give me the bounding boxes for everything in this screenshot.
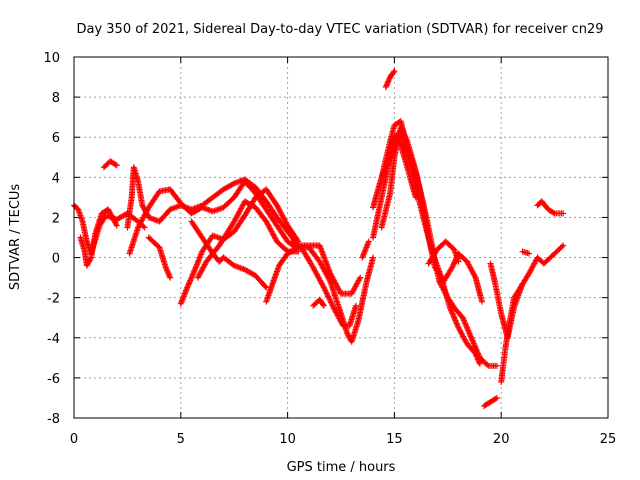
data-point (493, 394, 500, 401)
data-point (87, 255, 94, 262)
data-point (525, 250, 532, 257)
y-tick-label: 6 (52, 131, 60, 146)
data-point (476, 360, 483, 367)
x-tick-label: 25 (600, 432, 617, 447)
series-arc-12 (310, 296, 327, 309)
series-arc-13 (359, 238, 372, 261)
data-point (370, 254, 377, 261)
series-arc-04 (124, 164, 364, 297)
data-point (262, 283, 269, 290)
data-point (320, 301, 327, 308)
data-point (320, 302, 327, 309)
data-point (352, 302, 359, 309)
series-arc-17 (378, 134, 419, 201)
data-point (295, 238, 302, 245)
data-point (391, 68, 398, 75)
data-point (455, 258, 462, 265)
series-arc-22 (487, 260, 526, 341)
axis-ticks: 0 5 10 15 20 25 -8 -6 -4 -2 0 2 4 6 8 10 (43, 51, 616, 447)
y-tick-label: -4 (47, 332, 60, 347)
series-arc-20 (481, 394, 500, 409)
x-tick-label: 5 (177, 432, 185, 447)
series-arc-23 (519, 248, 532, 257)
data-point (294, 237, 301, 244)
y-tick-label: 8 (52, 91, 60, 106)
y-tick-label: 4 (52, 171, 60, 186)
data-point (412, 194, 419, 201)
data-point (493, 362, 500, 369)
y-tick-label: -2 (47, 292, 60, 307)
data-point (141, 224, 148, 231)
data-point (492, 395, 499, 402)
data-point (113, 222, 120, 229)
series-arc-21 (498, 242, 567, 385)
data-point (365, 238, 372, 245)
data-point (390, 69, 397, 76)
series-arc-11 (288, 238, 359, 329)
y-tick-label: 2 (52, 211, 60, 226)
series-arc-03 (100, 158, 120, 171)
y-tick-label: -8 (47, 412, 60, 427)
x-tick-label: 0 (70, 432, 78, 447)
data-point (112, 161, 119, 168)
series-arc-08 (188, 218, 270, 291)
series-arc-06 (145, 234, 174, 281)
series-arc-02 (77, 206, 120, 269)
series-arc-24 (534, 198, 567, 217)
series-arc-18 (382, 68, 398, 91)
data-point (550, 209, 557, 216)
chart-title: Day 350 of 2021, Sidereal Day-to-day VTE… (76, 22, 603, 37)
series-arc-05 (126, 178, 302, 257)
data-point (478, 298, 485, 305)
data-point (519, 280, 526, 287)
data-point (167, 274, 174, 281)
data-points (71, 68, 567, 409)
y-axis-label: SDTVAR / TECUs (8, 184, 23, 291)
data-point (558, 243, 565, 250)
data-point (560, 242, 567, 249)
plot-frame (73, 56, 609, 419)
grid (74, 57, 608, 418)
x-tick-label: 20 (493, 432, 510, 447)
data-point (113, 162, 120, 169)
x-axis-label: GPS time / hours (287, 460, 396, 475)
series-arc-10 (263, 244, 377, 345)
x-tick-label: 15 (386, 432, 403, 447)
data-point (560, 210, 567, 217)
data-point (229, 181, 236, 188)
series-arc-07 (177, 186, 302, 307)
y-tick-label: 10 (43, 51, 60, 66)
data-point (357, 274, 364, 281)
x-tick-label: 10 (279, 432, 296, 447)
data-point (484, 361, 491, 368)
y-tick-label: 0 (52, 252, 60, 267)
y-tick-label: -6 (47, 372, 60, 387)
series-arc-19 (425, 238, 462, 267)
